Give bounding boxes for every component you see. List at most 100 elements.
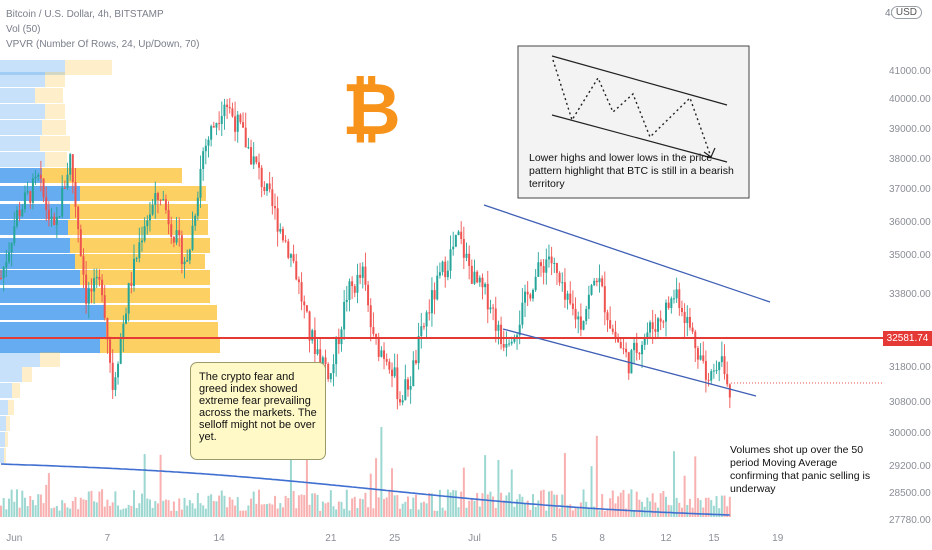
chart-title: Bitcoin / U.S. Dollar, 4h, BITSTAMP <box>6 9 164 20</box>
candle-body <box>327 363 330 380</box>
candle-body <box>558 272 561 283</box>
volume-indicator-label: Vol (50) <box>6 24 41 35</box>
price-tick-label: 38000.00 <box>889 154 931 165</box>
vpvr-down-bar <box>45 72 65 87</box>
candle-body <box>595 280 598 283</box>
candle-body <box>263 186 266 192</box>
time-tick-label: 5 <box>551 533 557 544</box>
candle-body <box>526 291 529 295</box>
volume-bar <box>268 503 271 517</box>
volume-bar <box>7 498 10 517</box>
volume-bar <box>191 503 194 517</box>
vpvr-indicator-label: VPVR (Number Of Rows, 24, Up/Down, 70) <box>6 39 200 50</box>
volume-bar <box>122 508 125 517</box>
volume-bar <box>582 489 585 517</box>
vpvr-down-bar <box>45 152 67 167</box>
candle-body <box>601 278 604 287</box>
volume-bar <box>396 495 399 517</box>
vpvr-up-bar <box>0 305 105 320</box>
candle-body <box>516 335 519 337</box>
candle-body <box>297 279 300 283</box>
volume-bar <box>380 427 383 517</box>
pattern-inset-box <box>517 45 750 199</box>
currency-badge[interactable]: USD <box>890 6 922 19</box>
candle-body <box>37 174 40 177</box>
candle-body <box>146 220 149 227</box>
volume-bar <box>577 506 580 517</box>
candle-body <box>425 312 428 327</box>
volume-bar <box>276 508 279 517</box>
inset-lower-line <box>551 114 728 163</box>
volume-bar <box>545 510 548 517</box>
volume-bar <box>303 495 306 517</box>
time-axis[interactable]: Jun 7 14 21 25 Jul 5 8 12 15 19 <box>6 533 783 544</box>
vpvr-down-bar <box>45 104 65 119</box>
volume-bar <box>186 505 189 517</box>
candle-body <box>649 322 652 333</box>
candle-body <box>85 274 88 304</box>
candle-body <box>683 311 686 324</box>
candle-body <box>215 123 218 128</box>
volume-bar <box>18 507 21 517</box>
volume-bar <box>228 497 231 517</box>
candle-body <box>518 324 521 336</box>
candle-body <box>465 253 468 258</box>
vpvr-down-bar <box>5 432 8 447</box>
volume-bar <box>37 494 40 517</box>
volume-bar <box>563 453 566 517</box>
volume-bar <box>383 499 386 517</box>
candle-body <box>702 355 705 361</box>
volume-bar <box>194 508 197 517</box>
volume-bar <box>691 507 694 517</box>
vpvr-up-bar <box>0 104 45 119</box>
volume-bar <box>148 499 151 517</box>
candle-body <box>441 261 444 273</box>
candle-body <box>476 271 479 283</box>
candle-body <box>276 208 279 232</box>
volume-bar <box>601 494 604 517</box>
candle-body <box>337 337 340 345</box>
volume-bar <box>513 506 516 517</box>
vpvr-down-bar <box>75 254 205 269</box>
price-tick-label: 27780.00 <box>889 515 931 526</box>
candle-body <box>321 357 324 364</box>
price-tick-label: 36000.00 <box>889 217 931 228</box>
volume-bar <box>547 491 550 517</box>
volume-bar <box>704 497 707 517</box>
candle-body <box>154 193 157 205</box>
price-axis[interactable]: 41000.00 40000.00 39000.00 38000.00 37000.00… <box>889 66 931 526</box>
candle-body <box>659 318 662 322</box>
candle-body <box>156 193 159 200</box>
candle-body <box>50 216 53 220</box>
candle-body <box>196 197 199 216</box>
inset-annotation: Lower highs and lower lows in the price … <box>529 152 734 190</box>
candle-body <box>292 254 295 262</box>
vpvr-up-bar <box>0 186 80 201</box>
channel-lower-trendline[interactable] <box>502 328 757 397</box>
candle-body <box>587 294 590 310</box>
volume-bar <box>388 489 391 517</box>
candle-body <box>396 367 399 400</box>
candle-body <box>404 379 407 401</box>
candle-body <box>603 286 606 313</box>
candle-body <box>492 307 495 309</box>
volume-bar <box>454 490 457 517</box>
volume-bar <box>279 503 282 517</box>
candle-body <box>574 308 577 320</box>
volume-bar <box>404 501 407 517</box>
volume-bar <box>85 500 88 517</box>
candle-body <box>619 342 622 349</box>
vpvr-down-bar <box>40 352 60 367</box>
volume-bar <box>353 496 356 517</box>
candle-body <box>481 277 484 288</box>
volume-bar <box>696 498 699 517</box>
candle-body <box>367 284 370 306</box>
volume-bar <box>273 495 276 517</box>
candle-body <box>287 241 290 258</box>
channel-upper-trendline[interactable] <box>483 204 771 303</box>
candle-body <box>454 235 457 247</box>
candle-body <box>13 226 16 244</box>
volume-bar <box>295 508 298 517</box>
candle-body <box>127 283 130 314</box>
